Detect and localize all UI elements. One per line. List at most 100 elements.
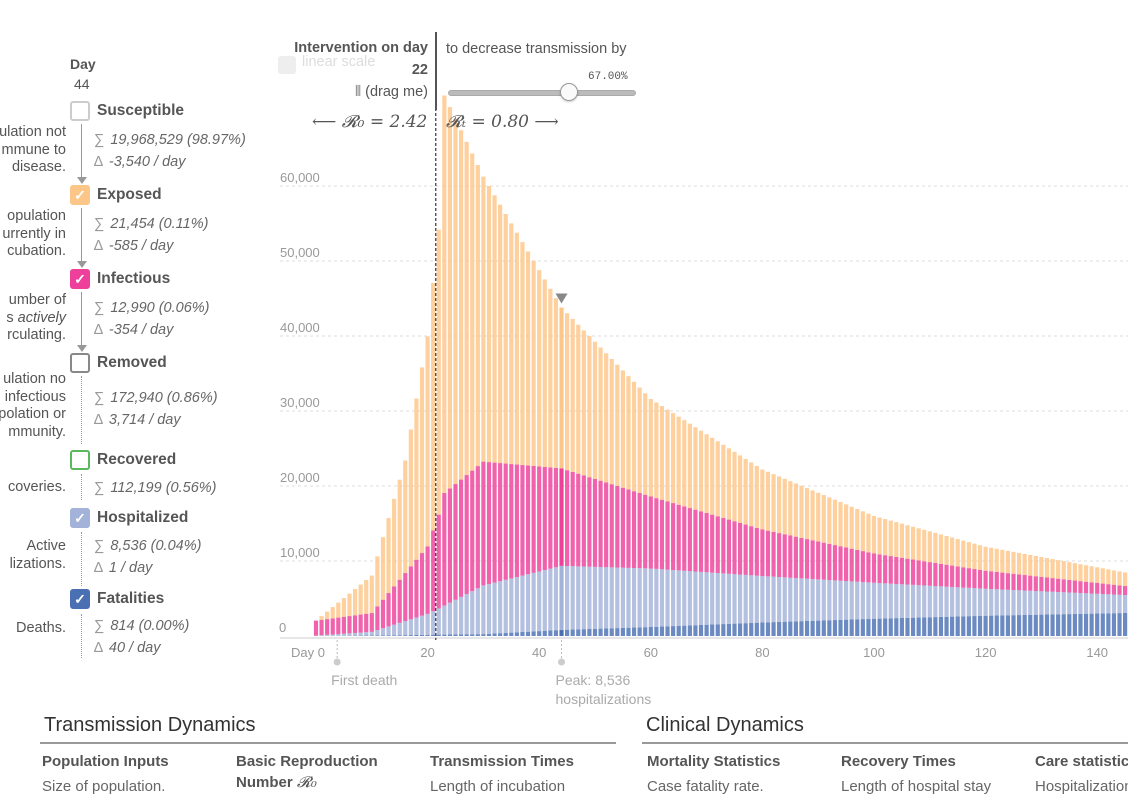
bar-segment — [977, 615, 983, 636]
bar-segment — [877, 554, 882, 584]
bar-segment — [821, 542, 826, 580]
bar-segment — [866, 618, 871, 636]
bar-segment — [431, 530, 436, 612]
bar-segment — [972, 616, 977, 636]
bar-segment — [1033, 576, 1038, 591]
flow-arrow-icon — [77, 177, 87, 184]
bar-segment — [336, 617, 341, 635]
delta-icon: ∆ — [94, 640, 103, 656]
sigma-icon: ∑ — [94, 538, 105, 554]
day-label: Day — [70, 56, 96, 72]
bar-segment — [570, 318, 575, 472]
checkbox-checked-icon[interactable]: ✓ — [70, 269, 90, 289]
bar-segment — [419, 634, 425, 636]
hospitalized-toggle[interactable]: ✓ Hospitalized — [70, 508, 188, 528]
intervention-divider[interactable] — [435, 32, 437, 110]
bar-segment — [498, 204, 503, 464]
checkbox-checked-icon[interactable]: ✓ — [70, 508, 90, 528]
bar-segment — [715, 624, 720, 636]
bar-segment — [380, 599, 386, 629]
bar-segment — [671, 626, 676, 636]
bar-segment — [498, 633, 503, 636]
bar-segment — [749, 526, 754, 576]
bar-segment — [710, 572, 715, 625]
checkbox-unchecked-icon[interactable] — [70, 101, 90, 121]
bar-segment — [380, 635, 386, 636]
bar-segment — [977, 588, 983, 616]
susceptible-delta: ∆ -3,540 / day — [94, 154, 186, 170]
bar-segment — [771, 622, 776, 636]
bar-segment — [464, 141, 469, 476]
bar-segment — [386, 593, 391, 627]
bar-segment — [832, 580, 838, 621]
bar-segment — [899, 618, 904, 636]
bar-segment — [844, 619, 849, 636]
exposed-toggle[interactable]: ✓ Exposed — [70, 185, 162, 205]
bar-segment — [765, 530, 771, 577]
bar-segment — [1016, 552, 1022, 575]
checkbox-checked-icon[interactable]: ✓ — [70, 185, 90, 205]
bar-segment — [414, 398, 419, 560]
bar-segment — [654, 568, 659, 627]
bar-segment — [498, 463, 503, 582]
bar-segment — [899, 523, 904, 558]
infectious-toggle[interactable]: ✓ Infectious — [70, 269, 170, 289]
col-text-mortality: Case fatality rate. — [647, 778, 764, 795]
bar-segment — [581, 475, 586, 567]
col-head-mortality: Mortality Statistics — [647, 753, 781, 770]
annotation-text: Peak: 8,536 — [556, 672, 631, 688]
bar-segment — [849, 506, 854, 549]
col-text-transmission-times: Length of incubation — [430, 778, 566, 795]
bar-segment — [855, 619, 860, 636]
drag-handle-icon[interactable]: ⫴ — [355, 84, 361, 100]
bar-segment — [447, 634, 453, 636]
susceptible-toggle[interactable]: Susceptible — [70, 101, 184, 121]
x-tick-label: 40 — [532, 645, 546, 660]
ghost-checkbox-icon — [278, 56, 296, 74]
bar-segment — [844, 547, 849, 582]
bar-segment — [687, 571, 692, 626]
checkbox-checked-icon[interactable]: ✓ — [70, 589, 90, 609]
checkbox-unchecked-icon[interactable] — [70, 353, 90, 373]
bar-segment — [1044, 558, 1050, 578]
bar-segment — [498, 581, 503, 634]
bar-segment — [509, 464, 514, 579]
bar-segment — [810, 540, 815, 580]
removed-toggle[interactable]: Removed — [70, 353, 167, 373]
bar-segment — [788, 481, 793, 536]
bar-segment — [397, 579, 402, 623]
slider-thumb[interactable] — [559, 83, 578, 101]
bar-segment — [464, 475, 469, 595]
bar-segment — [1016, 574, 1022, 591]
checkbox-unchecked-icon[interactable] — [70, 450, 90, 470]
bar-segment — [587, 477, 592, 567]
flow-line — [81, 124, 82, 178]
bar-segment — [403, 573, 408, 622]
delta-icon: ∆ — [94, 322, 103, 338]
transmission-slider[interactable] — [448, 90, 636, 96]
bar-segment — [927, 531, 932, 563]
bar-segment — [687, 625, 692, 636]
bar-segment — [481, 176, 486, 462]
bar-segment — [726, 519, 732, 574]
recovered-toggle[interactable]: Recovered — [70, 450, 176, 470]
bar-segment — [570, 629, 575, 636]
fatalities-total: ∑ 814 (0.00%) — [94, 618, 190, 634]
bar-segment — [659, 406, 665, 500]
bar-segment — [520, 465, 525, 576]
hospitalized-label: Hospitalized — [97, 509, 189, 526]
bar-segment — [392, 635, 397, 636]
bar-segment — [364, 613, 369, 633]
bar-segment — [782, 577, 787, 622]
flow-dotted-line — [81, 376, 82, 444]
bar-segment — [358, 632, 363, 636]
drag-handle[interactable]: ⫴ (drag me) — [260, 84, 428, 100]
bar-segment — [464, 594, 469, 635]
fatalities-toggle[interactable]: ✓ Fatalities — [70, 589, 164, 609]
bar-segment — [347, 616, 352, 634]
x-tick-label: 60 — [644, 645, 658, 660]
bar-segment — [576, 324, 581, 474]
bar-segment — [1011, 551, 1016, 574]
bar-segment — [966, 542, 971, 569]
bar-segment — [626, 376, 631, 490]
